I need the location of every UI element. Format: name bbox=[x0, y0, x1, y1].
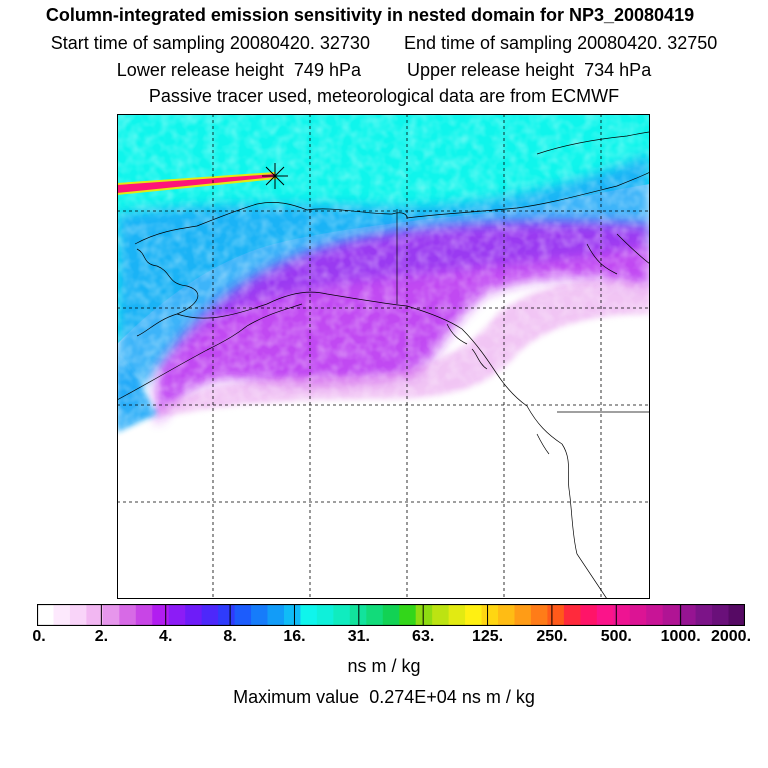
colorbar-tick-label: 16. bbox=[283, 628, 306, 645]
colorbar-swatch bbox=[218, 604, 236, 626]
colorbar-swatch bbox=[448, 604, 466, 626]
colorbar-swatch bbox=[333, 604, 351, 626]
coastlines bbox=[117, 131, 650, 599]
figure-title: Column-integrated emission sensitivity i… bbox=[45, 5, 695, 25]
start-time-value: 20080420. 32730 bbox=[229, 33, 370, 53]
maximum-value-line: Maximum value 0.274E+04 ns m / kg bbox=[0, 687, 768, 708]
colorbar-swatch bbox=[530, 604, 548, 626]
graticule bbox=[117, 114, 650, 599]
colorbar-swatch bbox=[465, 604, 483, 626]
colorbar-swatch bbox=[547, 604, 565, 626]
colorbar-swatch bbox=[728, 604, 745, 626]
release-point-marker bbox=[262, 163, 288, 189]
release-height-line: Lower release height 749 hPa Upper relea… bbox=[0, 60, 768, 81]
colorbar-swatch bbox=[53, 604, 71, 626]
map-frame bbox=[117, 114, 650, 599]
colorbar-swatch bbox=[69, 604, 87, 626]
colorbar-swatch bbox=[613, 604, 631, 626]
colorbar-tick-label: 250. bbox=[536, 628, 568, 645]
colorbar-swatch bbox=[563, 604, 581, 626]
colorbar-swatch bbox=[251, 604, 269, 626]
colorbar-tick-label: 63. bbox=[412, 628, 435, 645]
colorbar-tick-label: 1000. bbox=[660, 628, 701, 645]
lower-release-value: 749 hPa bbox=[293, 60, 361, 80]
colorbar-swatch bbox=[119, 604, 137, 626]
colorbar-swatch bbox=[481, 604, 499, 626]
colorbar-swatch bbox=[679, 604, 697, 626]
colorbar-swatch bbox=[86, 604, 104, 626]
colorbar-tick-label: 0. bbox=[32, 628, 46, 645]
colorbar-swatch bbox=[300, 604, 318, 626]
colorbar-swatch bbox=[102, 604, 120, 626]
colorbar-swatch bbox=[316, 604, 334, 626]
maximum-value-units: ns m / kg bbox=[461, 687, 535, 707]
colorbar-swatch bbox=[152, 604, 170, 626]
colorbar-swatch bbox=[168, 604, 186, 626]
colorbar-swatch bbox=[498, 604, 515, 626]
start-time-label: Start time of sampling bbox=[50, 33, 225, 53]
upper-release-value: 734 hPa bbox=[584, 60, 652, 80]
colorbar-swatch bbox=[695, 604, 713, 626]
colorbar-tick-label: 2. bbox=[94, 628, 109, 645]
colorbar-swatch bbox=[185, 604, 203, 626]
maximum-value-number: 0.274E+04 bbox=[369, 687, 457, 707]
colorbar-ticks: 0. 2. 4. 8. 16. 31. 63. 125. 250. 500. 1000. 2000. bbox=[0, 628, 768, 648]
colorbar-swatch bbox=[646, 604, 664, 626]
colorbar-swatch bbox=[283, 604, 301, 626]
colorbar-swatch bbox=[267, 604, 285, 626]
colorbar-swatch bbox=[580, 604, 598, 626]
colorbar-tick-label: 125. bbox=[471, 628, 504, 645]
end-time-label: End time of sampling bbox=[404, 33, 573, 53]
colorbar-swatch bbox=[234, 604, 252, 626]
colorbar-tick-label: 31. bbox=[347, 628, 370, 645]
tracer-note: Passive tracer used, meteorological data… bbox=[148, 86, 620, 106]
end-time-value: 20080420. 32750 bbox=[577, 33, 718, 53]
colorbar-swatch bbox=[399, 604, 417, 626]
sensitivity-map bbox=[117, 114, 650, 599]
colorbar-tick-label: 4. bbox=[159, 628, 173, 645]
colorbar-swatch bbox=[662, 604, 680, 626]
plume-core bbox=[117, 174, 275, 193]
colorbar-tick-label: 2000. bbox=[710, 628, 752, 645]
colorbar bbox=[37, 604, 745, 626]
colorbar-frame bbox=[37, 604, 745, 626]
colorbar-swatch bbox=[135, 604, 153, 626]
lower-release-label: Lower release height bbox=[116, 60, 284, 80]
sampling-time-line: Start time of sampling 20080420. 32730 E… bbox=[0, 33, 768, 54]
colorbar-swatch bbox=[382, 604, 400, 626]
colorbar-swatch bbox=[432, 604, 450, 626]
colorbar-swatch bbox=[514, 604, 532, 626]
colorbar-swatch bbox=[596, 604, 614, 626]
upper-release-label: Upper release height bbox=[407, 60, 575, 80]
colorbar-swatch bbox=[37, 604, 54, 626]
colorbar-swatch bbox=[415, 604, 433, 626]
maximum-value-label: Maximum value bbox=[233, 687, 360, 707]
colorbar-tick-label: 8. bbox=[223, 628, 237, 645]
colorbar-swatch bbox=[629, 604, 647, 626]
colorbar-units: ns m / kg bbox=[347, 656, 421, 676]
colorbar-swatch bbox=[201, 604, 219, 626]
colorbar-tick-label: 500. bbox=[600, 628, 632, 645]
colorbar-swatch bbox=[366, 604, 384, 626]
colorbar-swatch bbox=[712, 604, 730, 626]
